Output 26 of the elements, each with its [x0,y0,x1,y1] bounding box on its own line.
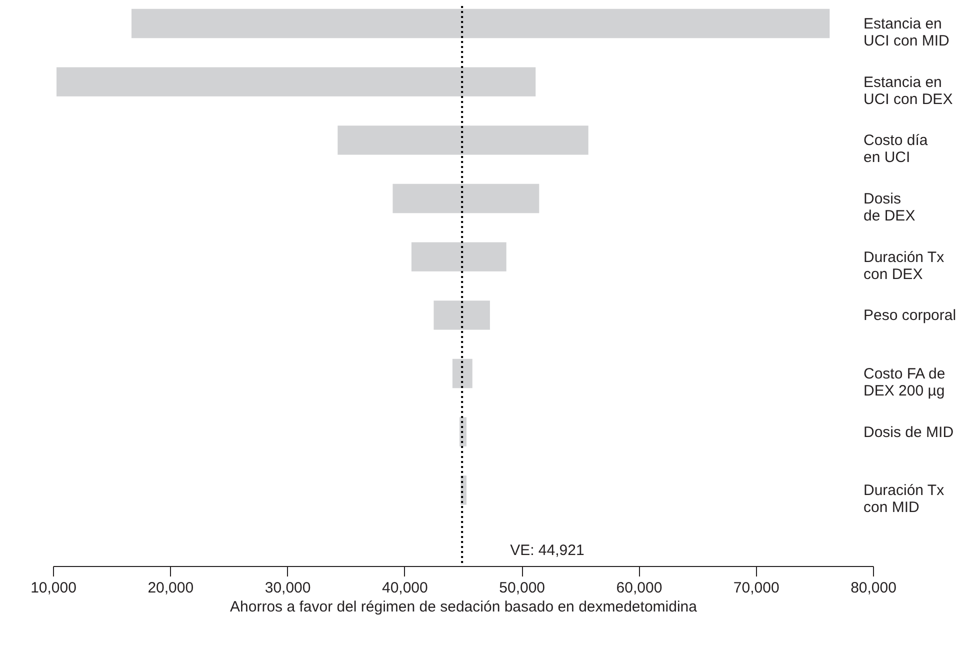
x-tick-label: 60,000 [616,580,662,596]
x-tick-label: 10,000 [30,580,76,596]
x-axis-title: Ahorros a favor del régimen de sedación basado en dexmedetomidina [230,598,698,616]
y-tick-label: Estancia en UCI con DEX [864,74,953,108]
y-tick-label: Duración Tx con DEX [864,248,945,283]
bar [452,358,472,388]
ref-line-label: VE: 44,921 [510,542,584,559]
y-tick-label: Peso corporal [864,307,956,324]
x-tick-label: 50,000 [499,580,546,596]
x-tick-label: 80,000 [850,580,896,596]
bar [338,126,588,155]
y-tick-label: Estancia en UCI con MID [864,16,950,50]
x-tick-label: 30,000 [264,580,311,596]
y-tick-label: Costo día en UCI [864,132,928,166]
x-tick-label: 40,000 [382,580,428,596]
bar [56,67,536,96]
y-tick-label: Dosis de DEX [864,190,916,224]
bar [131,8,830,38]
x-tick-label: 20,000 [148,580,194,596]
y-tick-label: Dosis de MID [864,424,954,441]
bar [434,300,490,330]
bar [411,242,506,272]
y-tick-label: Costo FA de DEX 200 µg [864,366,946,400]
x-tick-label: 70,000 [733,580,780,596]
y-tick-label: Duración Tx con MID [864,482,945,516]
bar [392,184,540,214]
